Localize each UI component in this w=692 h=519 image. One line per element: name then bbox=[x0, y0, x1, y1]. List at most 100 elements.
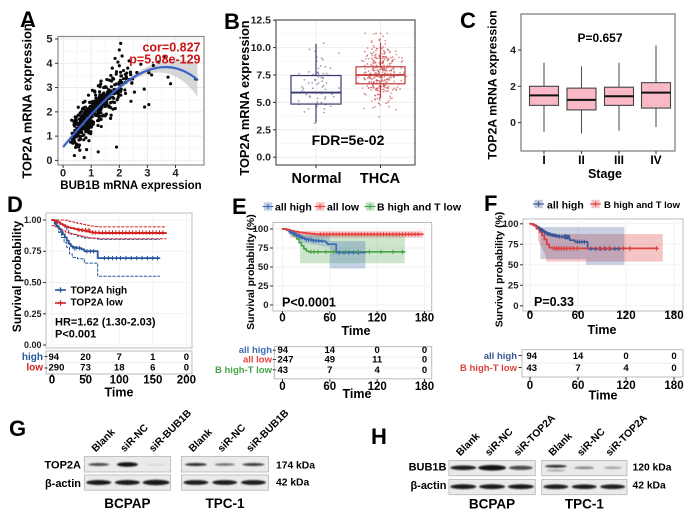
svg-text:10.0: 10.0 bbox=[251, 42, 272, 54]
svg-text:0.0: 0.0 bbox=[256, 152, 271, 164]
svg-text:25: 25 bbox=[258, 281, 269, 292]
svg-text:4: 4 bbox=[510, 45, 516, 57]
svg-text:43: 43 bbox=[278, 365, 289, 376]
svg-text:0: 0 bbox=[671, 351, 676, 362]
svg-text:0: 0 bbox=[279, 381, 285, 393]
svg-text:I: I bbox=[542, 153, 545, 167]
svg-text:75: 75 bbox=[258, 243, 269, 254]
svg-text:B high-T low: B high-T low bbox=[215, 365, 273, 376]
svg-text:0: 0 bbox=[671, 363, 676, 374]
svg-text:0.50: 0.50 bbox=[24, 278, 42, 288]
svg-text:42 kDa: 42 kDa bbox=[276, 478, 309, 489]
svg-text:75: 75 bbox=[508, 239, 519, 250]
svg-text:D: D bbox=[7, 192, 23, 217]
svg-text:0: 0 bbox=[527, 380, 533, 392]
svg-text:94: 94 bbox=[278, 345, 289, 356]
svg-text:60: 60 bbox=[572, 310, 585, 322]
svg-text:0: 0 bbox=[184, 363, 189, 374]
svg-text:2: 2 bbox=[510, 81, 516, 93]
svg-text:0.00: 0.00 bbox=[24, 340, 42, 350]
svg-text:180: 180 bbox=[664, 380, 683, 392]
svg-text:0: 0 bbox=[422, 355, 427, 366]
svg-text:HR=1.62 (1.30-2.03): HR=1.62 (1.30-2.03) bbox=[55, 317, 156, 329]
svg-text:II: II bbox=[578, 153, 585, 167]
svg-text:TPC-1: TPC-1 bbox=[205, 496, 244, 511]
svg-text:2: 2 bbox=[46, 106, 52, 118]
svg-text:1: 1 bbox=[88, 168, 94, 180]
svg-text:E: E bbox=[232, 194, 247, 219]
svg-text:A: A bbox=[20, 7, 36, 32]
svg-text:TOP2A mRNA expression: TOP2A mRNA expression bbox=[237, 20, 252, 175]
svg-text:2.5: 2.5 bbox=[256, 124, 271, 136]
svg-text:180: 180 bbox=[664, 310, 683, 322]
svg-text:247: 247 bbox=[278, 355, 294, 366]
svg-text:120 kDa: 120 kDa bbox=[633, 462, 672, 473]
svg-text:cor=0.827: cor=0.827 bbox=[142, 41, 200, 55]
svg-text:0: 0 bbox=[49, 375, 55, 387]
svg-text:0: 0 bbox=[60, 168, 66, 180]
svg-text:7: 7 bbox=[327, 365, 332, 376]
svg-text:3: 3 bbox=[144, 168, 150, 180]
svg-text:TOP2A: TOP2A bbox=[45, 460, 82, 472]
svg-text:6: 6 bbox=[150, 363, 155, 374]
svg-text:C: C bbox=[460, 8, 476, 33]
svg-text:1: 1 bbox=[150, 352, 156, 363]
svg-text:100: 100 bbox=[110, 375, 129, 387]
svg-text:60: 60 bbox=[323, 381, 336, 393]
svg-text:4: 4 bbox=[46, 58, 53, 70]
svg-text:TPC-1: TPC-1 bbox=[565, 497, 604, 512]
svg-text:100: 100 bbox=[503, 219, 519, 230]
svg-text:BUB1B: BUB1B bbox=[409, 461, 447, 473]
svg-text:120: 120 bbox=[368, 381, 387, 393]
svg-text:TOP2A mRNA expression: TOP2A mRNA expression bbox=[486, 10, 500, 159]
svg-text:0: 0 bbox=[263, 300, 268, 311]
svg-text:42 kDa: 42 kDa bbox=[633, 481, 666, 492]
svg-text:all low: all low bbox=[243, 355, 273, 366]
svg-text:11: 11 bbox=[372, 355, 383, 366]
svg-text:β-actin: β-actin bbox=[410, 480, 446, 492]
svg-text:5: 5 bbox=[46, 34, 52, 46]
svg-text:1.00: 1.00 bbox=[24, 215, 42, 225]
svg-text:150: 150 bbox=[143, 375, 162, 387]
svg-text:73: 73 bbox=[80, 363, 91, 374]
svg-text:P=0.33: P=0.33 bbox=[534, 295, 574, 309]
svg-text:180: 180 bbox=[415, 313, 434, 325]
svg-text:Time: Time bbox=[589, 389, 618, 403]
svg-text:94: 94 bbox=[49, 352, 60, 363]
svg-text:Survival probability: Survival probability bbox=[10, 220, 24, 332]
svg-text:0.25: 0.25 bbox=[24, 309, 42, 319]
svg-text:290: 290 bbox=[49, 363, 65, 374]
svg-text:Time: Time bbox=[343, 387, 372, 401]
svg-text:0: 0 bbox=[46, 155, 52, 167]
svg-text:THCA: THCA bbox=[360, 171, 401, 187]
svg-text:0: 0 bbox=[623, 351, 628, 362]
svg-text:4: 4 bbox=[375, 365, 381, 376]
svg-text:1: 1 bbox=[46, 131, 52, 143]
svg-text:BCPAP: BCPAP bbox=[104, 496, 150, 511]
svg-text:Time: Time bbox=[342, 324, 371, 338]
svg-text:B: B bbox=[224, 9, 240, 34]
svg-text:50: 50 bbox=[79, 375, 92, 387]
svg-text:7: 7 bbox=[575, 363, 580, 374]
svg-text:43: 43 bbox=[527, 363, 538, 374]
svg-text:100: 100 bbox=[253, 224, 269, 235]
svg-text:Time: Time bbox=[588, 323, 617, 337]
svg-text:all high: all high bbox=[239, 345, 272, 356]
svg-text:0: 0 bbox=[422, 365, 427, 376]
svg-text:60: 60 bbox=[323, 313, 336, 325]
svg-text:49: 49 bbox=[325, 355, 336, 366]
svg-text:60: 60 bbox=[572, 380, 585, 392]
svg-text:F: F bbox=[484, 191, 497, 216]
svg-text:2: 2 bbox=[116, 168, 122, 180]
svg-text:5.0: 5.0 bbox=[256, 97, 271, 109]
svg-text:0: 0 bbox=[422, 345, 427, 356]
svg-text:TOP2A mRNA expression: TOP2A mRNA expression bbox=[20, 23, 35, 178]
svg-text:G: G bbox=[9, 416, 26, 441]
svg-text:Normal: Normal bbox=[292, 171, 342, 187]
svg-text:7: 7 bbox=[117, 352, 122, 363]
svg-text:7.5: 7.5 bbox=[256, 70, 271, 82]
svg-text:20: 20 bbox=[80, 352, 91, 363]
svg-text:Survival probability (%): Survival probability (%) bbox=[246, 214, 257, 329]
svg-text:14: 14 bbox=[573, 351, 584, 362]
svg-text:120: 120 bbox=[368, 313, 387, 325]
